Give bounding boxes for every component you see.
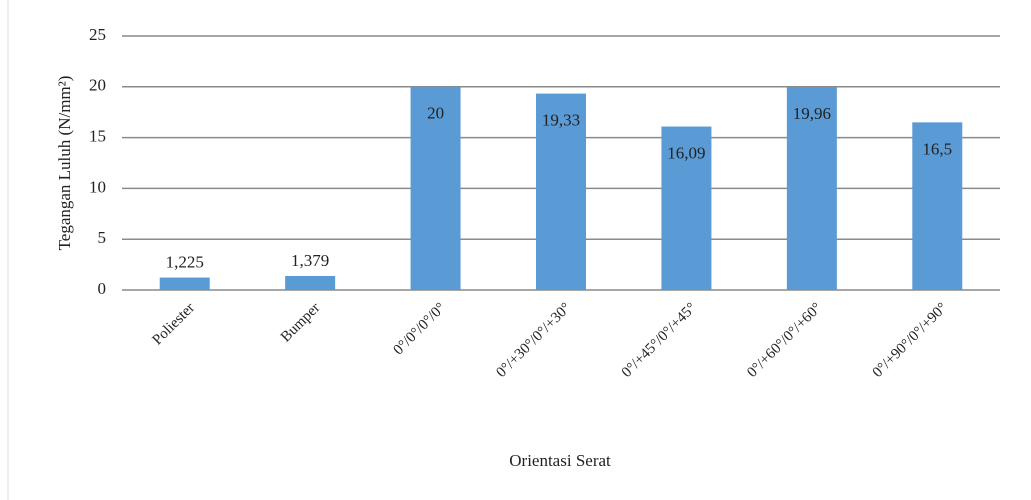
bar xyxy=(661,126,712,290)
value-label: 1,225 xyxy=(166,252,204,271)
y-tick-label: 15 xyxy=(89,127,106,146)
value-label: 1,379 xyxy=(291,251,329,270)
value-label: 16,5 xyxy=(922,139,952,158)
bar xyxy=(410,86,461,290)
y-axis-label: Tegangan Luluh (N/mm²) xyxy=(55,76,74,251)
x-tick-label: 0°/+45°/0°/+45° xyxy=(619,300,700,381)
bar xyxy=(912,122,963,290)
y-tick-label: 20 xyxy=(89,76,106,95)
bar xyxy=(285,275,336,290)
x-axis-label: Orientasi Serat xyxy=(509,451,611,470)
value-label: 19,96 xyxy=(793,104,831,123)
x-tick-label: 0°/+90°/0°/+90° xyxy=(870,300,951,381)
y-tick-label: 5 xyxy=(98,228,107,247)
x-tick-label: Poliester xyxy=(150,300,198,348)
value-label: 16,09 xyxy=(667,143,705,162)
bar xyxy=(786,87,837,291)
value-label: 19,33 xyxy=(542,111,580,130)
bar xyxy=(159,277,210,290)
x-tick-label: 0°/+60°/0°/+60° xyxy=(744,300,825,381)
y-tick-label: 0 xyxy=(98,279,107,298)
x-tick-label: 0°/0°/0°/0° xyxy=(390,300,448,358)
value-label: 20 xyxy=(427,104,444,123)
x-tick-label: Bumper xyxy=(278,300,323,345)
bar xyxy=(536,93,586,290)
y-tick-label: 25 xyxy=(89,25,106,44)
y-tick-label: 10 xyxy=(89,177,106,196)
x-tick-label: 0°/+30°/0°/+30° xyxy=(493,300,574,381)
